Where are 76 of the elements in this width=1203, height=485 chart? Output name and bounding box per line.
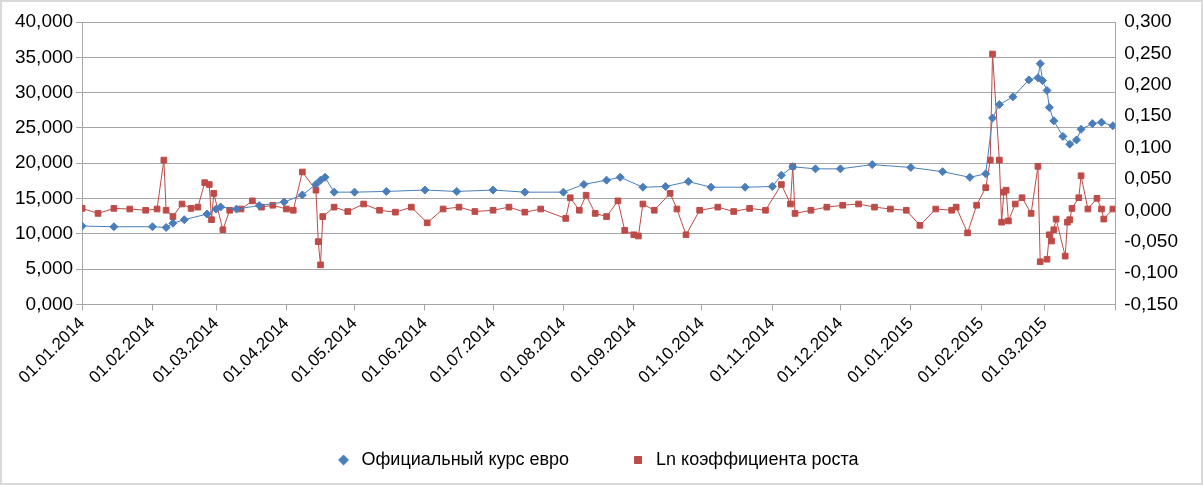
point <box>168 218 178 228</box>
point <box>988 113 998 123</box>
y2-tick-label: 0,200 <box>1124 72 1172 94</box>
y2-tick-label: 0,000 <box>1124 198 1172 220</box>
point <box>254 201 264 211</box>
point <box>810 164 820 174</box>
point <box>1008 92 1018 102</box>
y-tick-label: 0,000 <box>25 292 74 314</box>
point <box>179 215 189 225</box>
y-tick-label: 30,000 <box>14 80 74 102</box>
point <box>1108 121 1116 131</box>
point <box>1087 119 1097 129</box>
point <box>981 169 991 179</box>
point <box>1037 76 1047 86</box>
point <box>216 202 226 212</box>
point <box>109 222 119 232</box>
point <box>381 186 391 196</box>
point <box>488 185 498 195</box>
point <box>297 190 307 200</box>
point <box>1072 135 1082 145</box>
point <box>938 167 948 177</box>
point <box>706 182 716 192</box>
point <box>994 100 1004 110</box>
point <box>1049 116 1059 126</box>
y2-tick-label: -0,100 <box>1124 261 1178 283</box>
point <box>602 175 612 185</box>
point <box>638 182 648 192</box>
y2-tick-label: 0,100 <box>1124 135 1172 157</box>
point <box>661 182 671 192</box>
point <box>1035 59 1045 69</box>
point <box>329 187 339 197</box>
point <box>867 160 877 170</box>
point <box>1042 85 1052 95</box>
point <box>1024 75 1034 85</box>
point <box>202 209 212 219</box>
point <box>1058 131 1068 141</box>
point <box>965 172 975 182</box>
point <box>1097 117 1106 127</box>
point <box>452 186 462 196</box>
y-tick-label: 40,000 <box>14 10 74 32</box>
y-tick-label: 20,000 <box>14 151 74 173</box>
y-tick-label: 5,000 <box>25 257 74 279</box>
point <box>320 172 330 182</box>
point <box>420 185 430 195</box>
point <box>1044 102 1054 112</box>
y2-tick-label: 0,300 <box>1124 10 1172 32</box>
point <box>1033 73 1043 83</box>
point <box>558 187 568 197</box>
point <box>776 170 786 180</box>
y2-tick-label: -0,050 <box>1124 229 1178 251</box>
legend-label: Официальный курс евро <box>361 448 570 469</box>
y-tick-label: 10,000 <box>14 222 74 244</box>
y-tick-label: 35,000 <box>14 45 74 67</box>
point <box>1076 124 1086 134</box>
y2-tick-label: 0,250 <box>1124 41 1172 63</box>
point <box>520 187 530 197</box>
y2-tick-label: -0,150 <box>1124 292 1178 314</box>
point <box>683 177 693 187</box>
point <box>906 162 916 172</box>
point <box>740 182 750 192</box>
point <box>279 197 289 207</box>
y2-tick-label: 0,150 <box>1124 104 1172 126</box>
y-tick-label: 15,000 <box>14 186 74 208</box>
y-tick-label: 25,000 <box>14 116 74 138</box>
point <box>1065 139 1075 149</box>
point <box>311 179 321 189</box>
point <box>767 182 777 192</box>
point <box>161 222 171 232</box>
point <box>232 204 241 214</box>
point <box>615 172 625 182</box>
y2-tick-label: 0,050 <box>1124 167 1172 189</box>
point <box>147 222 157 232</box>
point <box>579 179 589 189</box>
point <box>835 164 845 174</box>
legend-label: Ln коэффициента роста <box>656 448 860 469</box>
point <box>350 187 360 197</box>
